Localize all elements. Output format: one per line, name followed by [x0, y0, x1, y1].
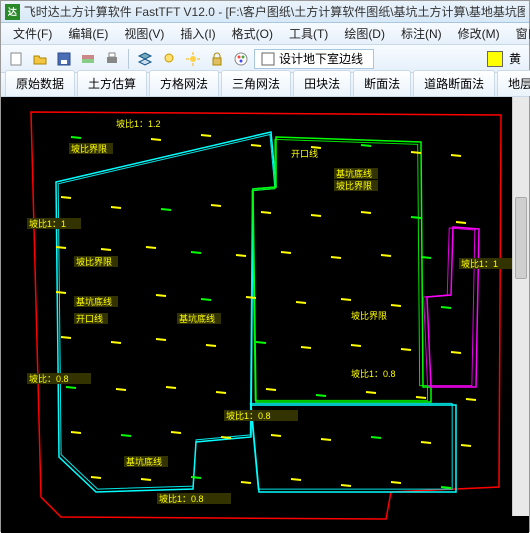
- svg-text:坡比1：0.8: 坡比1：0.8: [351, 368, 396, 379]
- title-text: 飞时达土方计算软件 FastTFT V12.0 - [F:\客户图纸\土方计算软…: [24, 3, 525, 20]
- print-icon[interactable]: [101, 48, 123, 70]
- svg-text:坡比1：0.8: 坡比1：0.8: [226, 410, 271, 421]
- command-field[interactable]: 设计地下室边线: [254, 49, 374, 69]
- tab[interactable]: 方格网法: [149, 70, 219, 96]
- svg-text:开口线: 开口线: [291, 148, 318, 159]
- archive-icon[interactable]: [77, 48, 99, 70]
- menu-item[interactable]: 文件(F): [5, 23, 60, 44]
- palette-icon[interactable]: [230, 48, 252, 70]
- svg-text:基坑底线: 基坑底线: [126, 456, 162, 467]
- layer-color-swatch[interactable]: [487, 51, 503, 67]
- bulb-icon[interactable]: [158, 48, 180, 70]
- tab[interactable]: 三角网法: [221, 70, 291, 96]
- svg-text:开口线: 开口线: [76, 313, 103, 324]
- menu-item[interactable]: 绘图(D): [336, 23, 393, 44]
- svg-text:坡比：0.8: 坡比：0.8: [29, 373, 69, 384]
- svg-text:坡比界限: 坡比界限: [76, 256, 112, 267]
- toolbar: 设计地下室边线 黄: [1, 45, 529, 73]
- lock-icon[interactable]: [206, 48, 228, 70]
- layer-label: 黄: [505, 50, 525, 67]
- svg-text:基坑底线: 基坑底线: [179, 313, 215, 324]
- menu-item[interactable]: 窗口(W): [508, 23, 530, 44]
- menu-item[interactable]: 插入(I): [172, 23, 223, 44]
- tab[interactable]: 土方估算: [77, 70, 147, 96]
- open-icon[interactable]: [29, 48, 51, 70]
- svg-text:坡比1：1.2: 坡比1：1.2: [116, 118, 161, 129]
- tab-bar: 原始数据土方估算方格网法三角网法田块法断面法道路断面法地层土方量三维场地土方调配: [1, 73, 529, 97]
- svg-text:基坑底线: 基坑底线: [76, 296, 112, 307]
- svg-text:坡比界限: 坡比界限: [71, 143, 107, 154]
- command-label: 设计地下室边线: [279, 50, 363, 67]
- svg-text:基坑底线: 基坑底线: [336, 168, 372, 179]
- menu-item[interactable]: 标注(N): [393, 23, 450, 44]
- sun-icon[interactable]: [182, 48, 204, 70]
- menu-item[interactable]: 工具(T): [281, 23, 336, 44]
- tab[interactable]: 原始数据: [5, 70, 75, 96]
- tab[interactable]: 田块法: [293, 70, 351, 96]
- svg-text:坡比界限: 坡比界限: [336, 180, 372, 191]
- menu-item[interactable]: 视图(V): [116, 23, 172, 44]
- new-icon[interactable]: [5, 48, 27, 70]
- svg-text:坡比1：0.8: 坡比1：0.8: [159, 493, 204, 504]
- title-bar: 达 飞时达土方计算软件 FastTFT V12.0 - [F:\客户图纸\土方计…: [1, 1, 529, 23]
- tab[interactable]: 道路断面法: [413, 70, 495, 96]
- tab[interactable]: 地层土方量: [497, 70, 530, 96]
- menu-item[interactable]: 编辑(E): [60, 23, 116, 44]
- vertical-scrollbar[interactable]: [512, 97, 529, 516]
- app-icon: 达: [5, 4, 20, 20]
- drawing-canvas[interactable]: 坡比1：1.2坡比界限开口线基坑底线坡比界限坡比1：1坡比界限坡比1：1基坑底线…: [1, 97, 529, 533]
- menu-item[interactable]: 格式(O): [224, 23, 281, 44]
- svg-text:坡比界限: 坡比界限: [351, 310, 387, 321]
- save-icon[interactable]: [53, 48, 75, 70]
- menu-item[interactable]: 修改(M): [450, 23, 508, 44]
- tab[interactable]: 断面法: [353, 70, 411, 96]
- svg-text:坡比1：1: 坡比1：1: [461, 258, 498, 269]
- menu-bar: 文件(F)编辑(E)视图(V)插入(I)格式(O)工具(T)绘图(D)标注(N)…: [1, 23, 529, 45]
- layers-icon[interactable]: [134, 48, 156, 70]
- svg-text:坡比1：1: 坡比1：1: [29, 218, 66, 229]
